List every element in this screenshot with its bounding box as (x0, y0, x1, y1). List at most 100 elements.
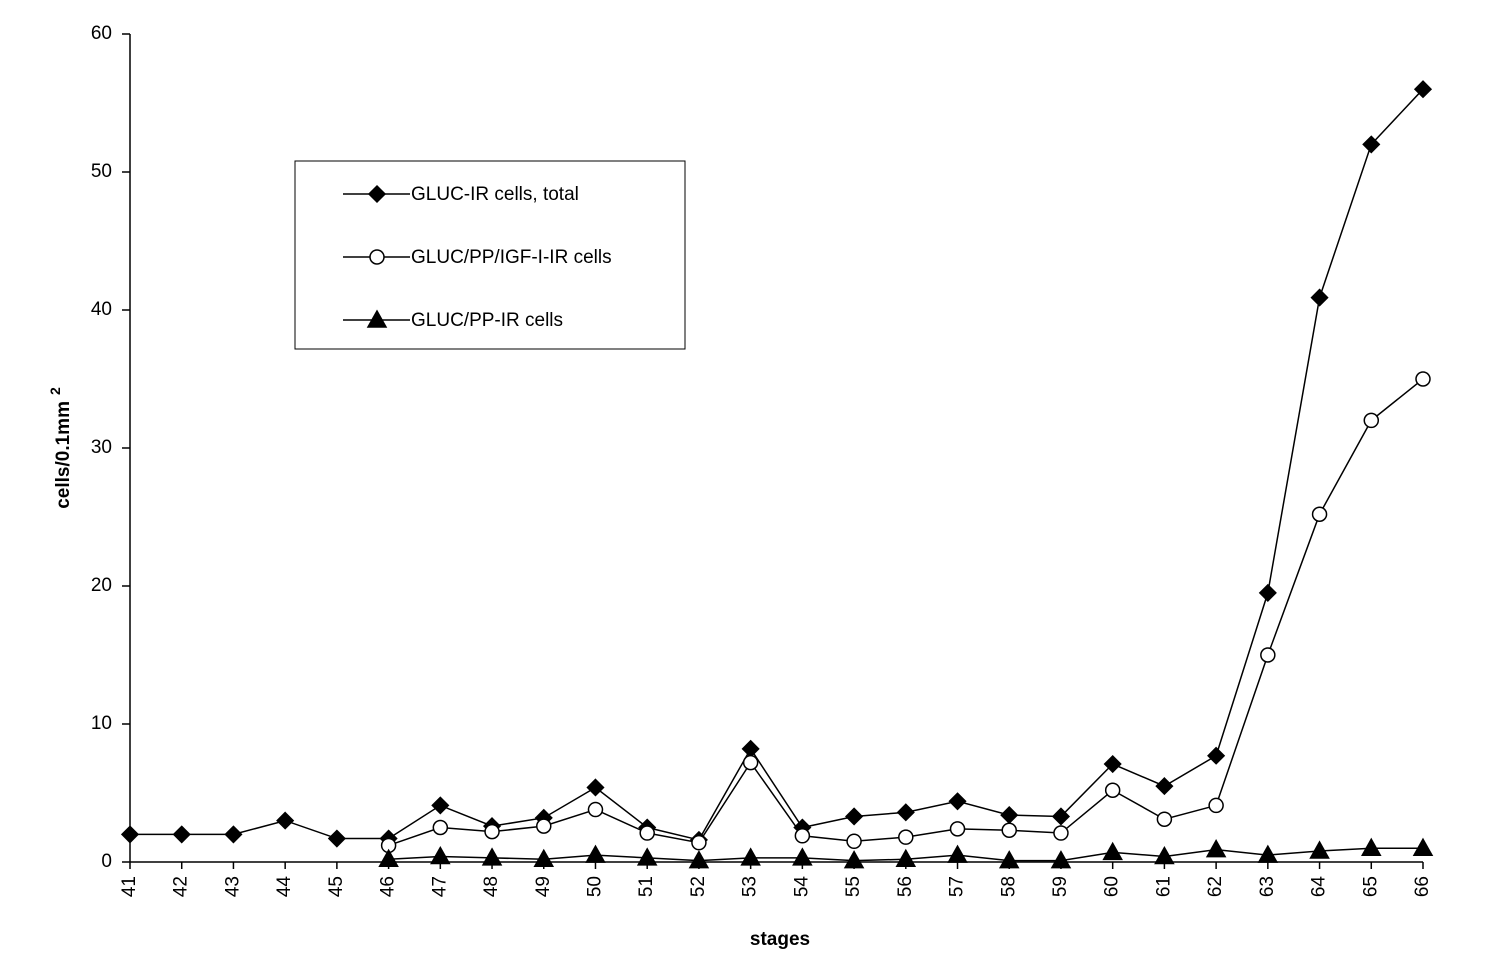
data-point (1309, 840, 1330, 859)
y-axis-label: cells/0.1mm 2 (47, 387, 74, 509)
data-point (1102, 841, 1123, 861)
y-tick-label: 0 (101, 851, 112, 872)
data-point (533, 848, 555, 867)
x-tick-label: 53 (740, 876, 761, 897)
x-tick-label: 57 (947, 876, 968, 897)
data-point (1001, 822, 1017, 839)
data-point (742, 754, 759, 771)
data-point (276, 811, 295, 830)
data-point (740, 847, 761, 866)
data-point (481, 847, 503, 866)
x-tick-label: 51 (636, 876, 657, 897)
data-point (1415, 371, 1431, 387)
legend-marker (366, 309, 388, 328)
data-point (845, 807, 864, 826)
data-point (846, 833, 862, 850)
x-tick-label: 46 (378, 876, 399, 897)
data-point (536, 818, 552, 834)
y-label-sup: 2 (47, 387, 63, 395)
y-tick-label: 40 (91, 299, 112, 320)
x-tick-label: 55 (843, 876, 864, 897)
data-point (1207, 746, 1226, 765)
data-point (1260, 647, 1276, 663)
data-point (587, 801, 604, 818)
y-tick-label: 60 (91, 23, 112, 44)
x-tick-label: 64 (1309, 876, 1330, 898)
data-point (1205, 839, 1227, 858)
data-point (998, 850, 1020, 869)
x-tick-label: 47 (429, 876, 450, 897)
legend-box (294, 160, 686, 350)
y-tick-label: 50 (91, 161, 112, 182)
x-tick-label: 45 (326, 876, 347, 897)
data-point (586, 778, 605, 797)
data-point (843, 850, 865, 869)
data-point (120, 825, 140, 844)
x-tick-label: 49 (533, 876, 554, 897)
data-point (1362, 135, 1381, 154)
data-point (898, 829, 914, 845)
data-point (1258, 583, 1277, 602)
data-point (792, 847, 813, 866)
data-point (1154, 845, 1175, 865)
legend-marker (367, 184, 387, 204)
data-point (1311, 506, 1328, 522)
legend-marker (369, 249, 385, 265)
data-point (224, 825, 243, 844)
data-point (1155, 777, 1174, 796)
data-point (949, 821, 966, 837)
data-point (1360, 837, 1382, 856)
data-point (895, 848, 917, 867)
x-tick-label: 59 (1050, 876, 1071, 897)
data-point (688, 850, 710, 869)
data-point (1053, 825, 1069, 841)
x-tick-label: 58 (998, 876, 1019, 897)
data-point (948, 792, 967, 811)
x-tick-label: 66 (1412, 876, 1433, 897)
data-point (794, 828, 811, 844)
data-point (585, 844, 606, 863)
data-point (1104, 782, 1121, 798)
data-point (172, 825, 191, 844)
data-point (432, 819, 449, 836)
x-tick-label: 60 (1102, 876, 1123, 897)
legend-label: GLUC-IR cells, total (411, 184, 579, 205)
data-point (636, 847, 658, 866)
y-tick-label: 10 (91, 713, 112, 734)
legend-label: GLUC/PP-IR cells (411, 310, 563, 331)
x-tick-label: 48 (481, 876, 502, 897)
series-line (388, 378, 1424, 847)
y-tick-label: 30 (91, 437, 112, 458)
legend-label: GLUC/PP/IGF-I-IR cells (411, 247, 612, 268)
data-point (639, 825, 655, 841)
data-point (1156, 811, 1173, 827)
data-point (484, 823, 500, 840)
data-point (1413, 80, 1433, 99)
data-point (691, 834, 707, 851)
x-tick-label: 52 (688, 876, 709, 897)
data-point (327, 829, 346, 848)
data-point (1412, 837, 1434, 856)
y-label-main: cells/0.1mm (53, 401, 74, 509)
data-point (1000, 806, 1019, 825)
x-tick-label: 56 (895, 876, 916, 897)
data-point (378, 848, 399, 867)
x-tick-label: 50 (584, 876, 605, 897)
data-point (896, 803, 915, 822)
x-axis-label: stages (750, 929, 810, 950)
x-tick-label: 65 (1360, 876, 1381, 897)
data-point (1103, 754, 1122, 774)
x-tick-label: 54 (791, 876, 812, 898)
data-point (1051, 807, 1071, 826)
x-tick-label: 41 (119, 876, 140, 897)
data-point (430, 845, 451, 865)
data-point (1257, 844, 1279, 863)
data-point (1310, 288, 1329, 307)
x-tick-label: 62 (1205, 876, 1226, 897)
x-tick-label: 63 (1257, 876, 1278, 897)
data-point (431, 796, 450, 815)
x-tick-label: 42 (171, 876, 192, 897)
y-tick-label: 20 (91, 575, 112, 596)
